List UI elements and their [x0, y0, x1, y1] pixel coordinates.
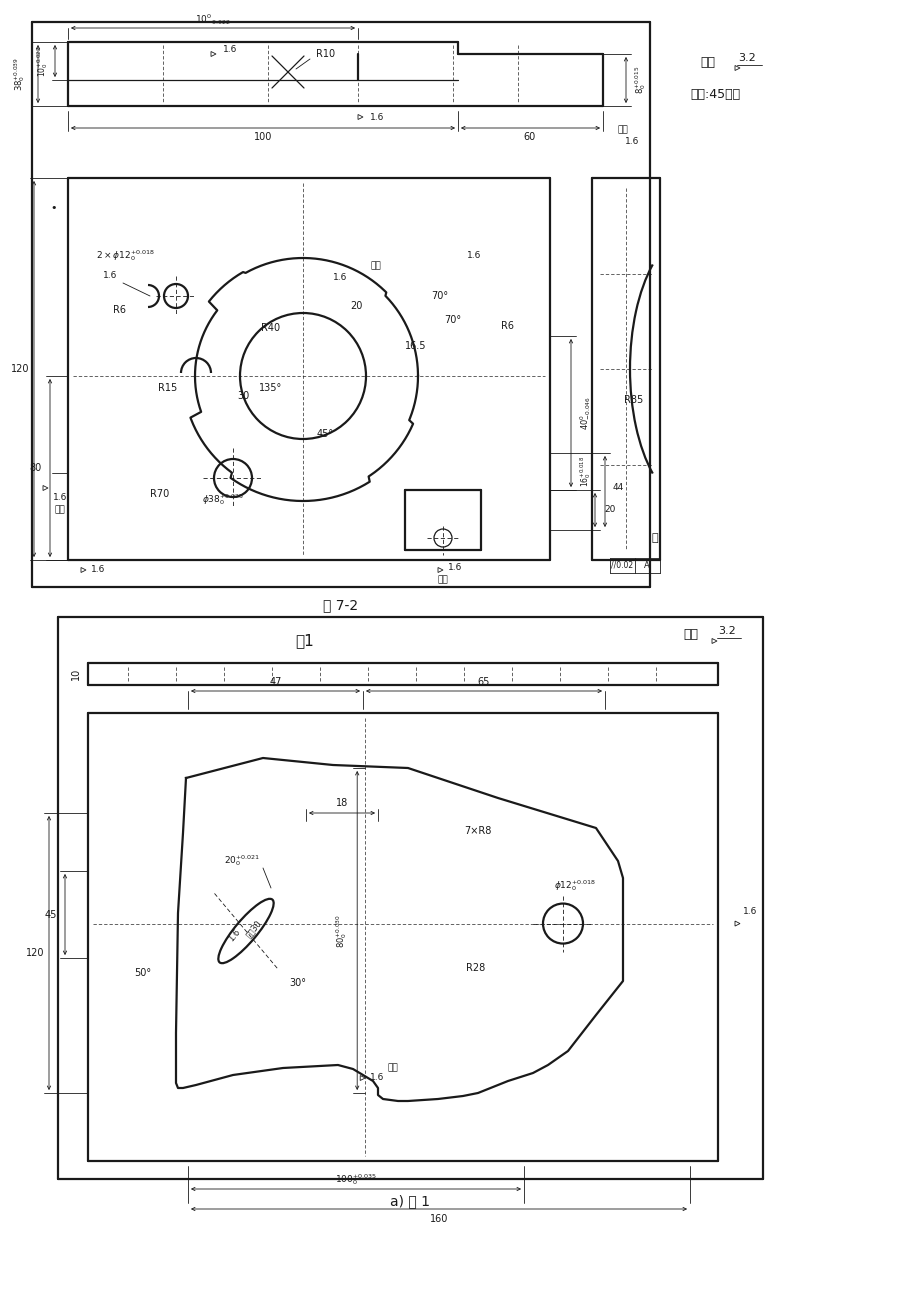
Text: 周边: 周边: [54, 505, 65, 514]
Text: 材料:45锻件: 材料:45锻件: [689, 89, 739, 102]
Text: $\phi12^{+0.018}_{0}$: $\phi12^{+0.018}_{0}$: [553, 878, 596, 893]
Text: $38^{+0.039}_{0}$: $38^{+0.039}_{0}$: [13, 57, 28, 91]
Text: 60: 60: [523, 132, 536, 142]
Text: R15: R15: [158, 383, 177, 393]
Text: 其余: 其余: [699, 56, 714, 69]
Text: 7×R8: 7×R8: [464, 825, 491, 836]
Text: 1.6: 1.6: [91, 565, 105, 574]
Text: 70°: 70°: [444, 315, 461, 326]
Text: R28: R28: [466, 963, 485, 973]
Text: R85: R85: [624, 395, 643, 405]
Text: $8^{+0.015}_{0}$: $8^{+0.015}_{0}$: [633, 65, 648, 94]
Text: 1.6: 1.6: [333, 273, 346, 283]
Text: 1.6: 1.6: [52, 493, 67, 503]
Text: R40: R40: [261, 323, 280, 333]
Text: 120: 120: [26, 948, 44, 958]
Text: $\phi38^{+0.025}_{0}$: $\phi38^{+0.025}_{0}$: [201, 492, 244, 508]
Text: 30: 30: [236, 391, 249, 401]
Text: 1.6: 1.6: [103, 272, 117, 280]
Text: 图 7-2: 图 7-2: [323, 598, 358, 612]
Text: 周边30: 周边30: [244, 919, 264, 939]
Text: 10: 10: [71, 668, 81, 680]
Text: 3.2: 3.2: [717, 626, 735, 635]
Text: 45: 45: [45, 910, 57, 919]
Text: 135°: 135°: [259, 383, 282, 393]
Text: 47: 47: [269, 677, 281, 687]
Text: A: A: [643, 561, 649, 570]
Text: 1.6: 1.6: [448, 564, 461, 573]
Text: $10^{+0.022}_{0}$: $10^{+0.022}_{0}$: [36, 46, 51, 77]
Text: 周边: 周边: [388, 1064, 398, 1073]
Text: R6: R6: [501, 322, 514, 331]
Text: 1.6: 1.6: [466, 251, 481, 260]
Text: 其余: 其余: [682, 629, 698, 642]
Text: 80: 80: [29, 464, 42, 473]
Text: //0.02: //0.02: [610, 561, 632, 570]
Text: 160: 160: [429, 1213, 448, 1224]
Text: 1.6: 1.6: [222, 44, 237, 53]
Text: 16.5: 16.5: [404, 341, 426, 352]
Text: 65: 65: [477, 677, 490, 687]
Text: $100^{+0.035}_{0}$: $100^{+0.035}_{0}$: [335, 1173, 377, 1187]
Text: R10: R10: [315, 49, 335, 59]
Text: 件1: 件1: [295, 634, 313, 648]
Text: 周边: 周边: [437, 575, 448, 585]
Text: 1.6: 1.6: [624, 137, 639, 146]
Text: $10^{0}_{-0.022}$: $10^{0}_{-0.022}$: [195, 13, 231, 27]
Text: 100: 100: [254, 132, 272, 142]
Text: 70°: 70°: [431, 292, 448, 301]
Text: Ⓐ: Ⓐ: [651, 533, 658, 543]
Text: $20^{+0.021}_{0}$: $20^{+0.021}_{0}$: [223, 854, 260, 868]
Text: 3.2: 3.2: [737, 53, 754, 62]
Text: R6: R6: [113, 305, 127, 315]
Text: 1.6: 1.6: [742, 907, 756, 917]
Text: 30°: 30°: [289, 978, 306, 988]
Text: a) 件 1: a) 件 1: [390, 1194, 430, 1208]
Text: 1.6: 1.6: [369, 1074, 384, 1082]
Text: 周边: 周边: [618, 125, 628, 134]
Text: 1.6: 1.6: [226, 927, 242, 943]
Text: 45°: 45°: [316, 428, 334, 439]
Text: 周边: 周边: [370, 262, 381, 271]
Text: 120: 120: [11, 365, 29, 374]
Text: $80^{+0.030}_{0}$: $80^{+0.030}_{0}$: [334, 914, 348, 948]
Text: 1.6: 1.6: [369, 112, 384, 121]
Text: $16^{+0.018}_{0}$: $16^{+0.018}_{0}$: [578, 456, 593, 487]
Text: •: •: [51, 203, 57, 214]
Text: $40^{0}_{-0.046}$: $40^{0}_{-0.046}$: [578, 396, 593, 430]
Text: 18: 18: [335, 798, 347, 809]
Text: $2\times\phi12^{+0.018}_{0}$: $2\times\phi12^{+0.018}_{0}$: [96, 249, 155, 263]
Text: 50°: 50°: [134, 967, 152, 978]
Text: 44: 44: [612, 483, 623, 492]
Text: 20: 20: [349, 301, 362, 311]
Text: 20: 20: [604, 505, 615, 514]
Text: R70: R70: [150, 490, 169, 499]
